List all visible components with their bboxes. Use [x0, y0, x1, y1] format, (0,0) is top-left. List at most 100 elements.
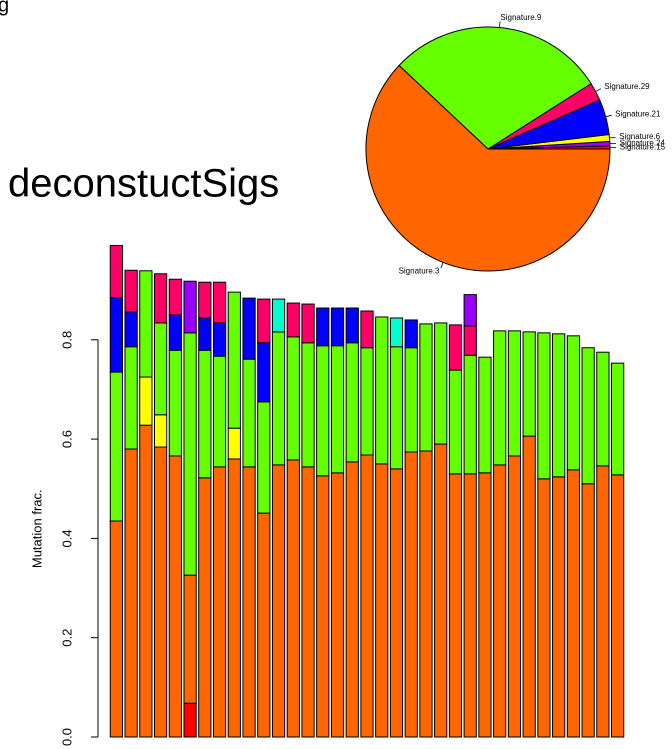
bar-segment: [139, 376, 153, 426]
bar-segment: [198, 317, 212, 351]
chart-title: deconstuctSigs: [8, 162, 279, 206]
bar-segment: [404, 451, 418, 738]
pie-label: Signature.21: [615, 109, 661, 118]
bar-segment: [168, 314, 182, 351]
bar-segment: [463, 325, 477, 356]
pie-label-tick: [499, 21, 501, 28]
bar-segment: [168, 278, 182, 316]
y-tick-label: 0.8: [59, 331, 74, 349]
bar-segment: [198, 281, 212, 319]
pie-slice: [398, 26, 592, 150]
bar-segment: [227, 291, 241, 429]
bar-segment: [109, 520, 123, 738]
bar-segment: [286, 336, 300, 461]
bar-segment: [301, 303, 315, 344]
bar-segment: [316, 345, 330, 477]
bar-segment: [507, 330, 522, 457]
bar-segment: [330, 345, 345, 474]
bar-segment: [448, 473, 463, 738]
bar-segment: [168, 455, 182, 738]
bar-segment: [271, 298, 286, 333]
bar-segment: [242, 297, 256, 360]
bar-segment: [330, 307, 345, 347]
y-tick-label: 0.2: [59, 629, 74, 647]
bar-segment: [345, 307, 359, 344]
bar-segment: [360, 454, 374, 738]
bar-segment: [566, 335, 581, 471]
bar-segment: [404, 347, 418, 453]
y-tick-label: 0.4: [59, 529, 74, 547]
bar-segment: [301, 466, 315, 738]
bar-segment: [242, 466, 256, 738]
pie-label-tick: [605, 114, 612, 118]
bar-segment: [109, 371, 123, 522]
bar-segment: [419, 323, 433, 452]
bar-segment: [124, 448, 138, 738]
bar-segment: [183, 280, 197, 334]
bar-segment: [360, 310, 374, 349]
bar-segment: [448, 369, 463, 475]
bar-segment: [463, 294, 477, 327]
bar-segment: [389, 468, 404, 738]
y-tick-label: 0.6: [59, 430, 74, 448]
bar-segment: [463, 473, 477, 738]
bar-segment: [183, 574, 197, 704]
bar-segment: [286, 459, 300, 738]
bar-segment: [478, 472, 492, 738]
pie-label: Signature.24: [620, 138, 666, 147]
bar-segment: [257, 512, 271, 738]
pie-label-tick: [595, 88, 602, 92]
bar-segment: [183, 702, 197, 738]
bar-segment: [212, 355, 227, 468]
pie-label: Signature.15: [620, 142, 666, 151]
bar-segment: [301, 342, 315, 468]
bar-segment: [552, 476, 566, 738]
bar-segment: [212, 281, 227, 324]
bar-segment: [153, 414, 168, 448]
y-tick-label: 0.0: [59, 728, 74, 746]
bar-segment: [153, 273, 168, 324]
bar-segment: [566, 469, 581, 738]
bar-segment: [124, 346, 138, 450]
bar-segment: [124, 311, 138, 348]
bar-segment: [271, 331, 286, 466]
bar-segment: [139, 270, 153, 378]
bar-segment: [109, 297, 123, 373]
bar-segment: [257, 342, 271, 403]
bar-segment: [212, 322, 227, 357]
bar-segment: [153, 446, 168, 738]
bar-segment: [611, 362, 625, 476]
bar-segment: [404, 319, 418, 349]
bar-segment: [227, 458, 241, 738]
bar-segment: [242, 358, 256, 468]
pie-label-tick: [609, 136, 616, 139]
pie-label: Signature.29: [604, 82, 650, 91]
caption: g: [0, 0, 9, 16]
bar-segment: [316, 307, 330, 347]
bar-segment: [493, 330, 507, 466]
bar-segment: [522, 435, 536, 738]
y-axis-label: Mutation frac.: [29, 489, 44, 568]
bar-segment: [316, 475, 330, 738]
bar-segment: [389, 346, 404, 470]
bar-segment: [463, 354, 477, 475]
bar-segment: [537, 478, 551, 738]
bar-segment: [389, 317, 404, 348]
bar-segment: [345, 342, 359, 463]
bar-segment: [493, 464, 507, 738]
bar-segment: [124, 269, 138, 313]
bar-segment: [522, 331, 536, 437]
bar-segment: [434, 322, 448, 445]
bar-segment: [271, 464, 286, 738]
bar-segment: [183, 332, 197, 576]
bar-segment: [507, 455, 522, 738]
bar-segment: [212, 466, 227, 738]
bar-segment: [286, 302, 300, 338]
bar-segment: [419, 450, 433, 738]
bar-segment: [345, 461, 359, 738]
bar-segment: [434, 443, 448, 738]
bar-segment: [330, 472, 345, 738]
bar-segment: [227, 427, 241, 460]
